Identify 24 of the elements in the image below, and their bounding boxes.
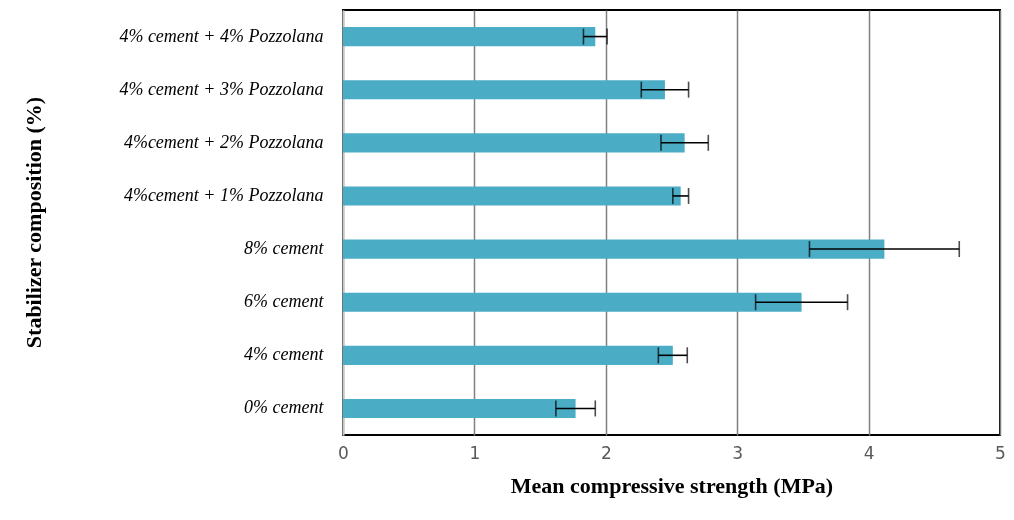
x-tick-label: 1 (469, 442, 481, 463)
y-tick-label: 6% cement (244, 291, 325, 312)
y-tick-label: 4% cement (244, 344, 325, 365)
y-tick-label: 4% cement + 3% Pozzolana (119, 78, 324, 99)
bar (343, 27, 596, 47)
y-tick-label: 0% cement (244, 397, 325, 418)
bar (343, 398, 576, 418)
y-axis-title: Stabilizer composition (%) (20, 96, 46, 349)
x-axis-title: Mean compressive strength (MPa) (510, 472, 834, 498)
y-tick-label: 4%cement + 1% Pozzolana (123, 184, 324, 205)
x-tick-label: 2 (600, 442, 612, 463)
x-tick-label: 4 (863, 442, 875, 463)
bar (343, 239, 885, 259)
x-tick-label: 3 (732, 442, 744, 463)
x-tick-label: 0 (338, 442, 349, 463)
bar (343, 186, 681, 206)
y-tick-label: 4% cement + 4% Pozzolana (119, 25, 324, 46)
bar (343, 345, 673, 365)
bar (343, 133, 685, 153)
y-tick-label: 8% cement (244, 238, 325, 259)
x-tick-label: 5 (995, 442, 1006, 463)
bar (343, 292, 802, 312)
y-tick-label: 4%cement + 2% Pozzolana (123, 131, 324, 152)
bar (343, 80, 665, 100)
